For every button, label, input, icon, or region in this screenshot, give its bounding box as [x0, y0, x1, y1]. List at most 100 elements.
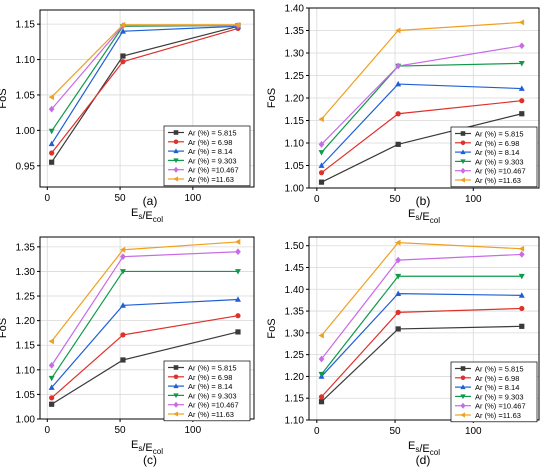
legend-marker [460, 131, 466, 136]
data-point [318, 179, 325, 185]
x-tick-label: 50 [389, 194, 401, 205]
data-point [48, 105, 55, 113]
data-point [395, 273, 402, 280]
data-point [49, 401, 55, 407]
data-point [235, 248, 241, 256]
y-tick-label: 1.00 [16, 126, 36, 137]
legend-label: Ar (%) = 5.815 [475, 130, 524, 139]
y-tick-label: 1.30 [16, 267, 36, 278]
x-axis-label: Es/Ecol [408, 208, 440, 225]
data-point [519, 323, 525, 329]
x-tick-label: 0 [314, 426, 320, 437]
y-tick-label: 1.05 [16, 90, 36, 101]
data-point [395, 239, 401, 246]
data-point [395, 290, 402, 296]
legend-marker [173, 401, 179, 408]
data-point [395, 141, 401, 147]
legend-marker [173, 411, 179, 417]
legend-label: Ar (%) = 6.98 [475, 374, 519, 383]
legend-label: Ar (%) = 6.98 [188, 138, 232, 147]
legend-marker [173, 158, 179, 164]
legend-label: Ar (%) = 9.303 [188, 391, 237, 400]
data-point [518, 19, 525, 26]
x-tick-label: 0 [44, 193, 50, 204]
y-tick-label: 1.50 [285, 241, 305, 252]
data-point [318, 162, 325, 168]
data-point [395, 80, 402, 87]
data-point [119, 269, 126, 275]
x-tick-label: 50 [115, 425, 127, 436]
data-point [234, 296, 241, 302]
legend-marker [460, 149, 466, 155]
panel-caption: (c) [143, 453, 157, 467]
legend-label: Ar (%) =11.63 [188, 410, 234, 419]
series-4 [48, 269, 241, 382]
plot-frame [39, 9, 255, 188]
series-2 [318, 305, 525, 400]
data-point [518, 273, 525, 280]
y-tick-label: 1.00 [285, 184, 305, 195]
legend-marker [173, 176, 179, 182]
series-1 [49, 329, 241, 407]
series-3 [318, 80, 525, 168]
data-point [395, 62, 402, 70]
series-3 [48, 296, 241, 390]
data-point [48, 128, 55, 135]
data-point [120, 59, 126, 65]
legend-marker [460, 394, 466, 400]
legend-marker [460, 167, 466, 174]
y-tick-label: 1.35 [285, 307, 305, 318]
legend-marker [460, 384, 466, 390]
panel-caption: (a) [143, 194, 158, 208]
x-tick-label: 100 [185, 425, 202, 436]
panel-caption: (b) [416, 194, 431, 208]
data-point [120, 53, 126, 59]
series-2 [49, 25, 241, 156]
data-point [395, 27, 401, 34]
data-point [318, 332, 324, 339]
x-tick-label: 0 [44, 425, 50, 436]
x-tick-label: 50 [389, 426, 401, 437]
legend-label: Ar (%) =10.467 [188, 401, 239, 410]
y-tick-label: 1.15 [16, 341, 36, 352]
series-1 [318, 111, 525, 185]
legend-label: Ar (%) = 8.14 [188, 147, 232, 156]
legend-label: Ar (%) =10.467 [475, 402, 526, 411]
data-point [518, 245, 525, 252]
data-point [119, 246, 126, 253]
data-point [318, 170, 325, 176]
data-point [48, 338, 54, 345]
data-point [49, 395, 55, 401]
data-point [519, 111, 525, 117]
series-1 [318, 323, 525, 405]
data-point [318, 355, 325, 363]
data-point [518, 61, 525, 67]
legend-box [450, 126, 538, 188]
series-6 [48, 21, 241, 101]
data-point [235, 313, 241, 319]
data-point [234, 269, 241, 275]
legend-label: Ar (%) = 6.98 [188, 373, 232, 382]
data-point [395, 309, 401, 315]
data-point [48, 94, 54, 101]
data-point [48, 384, 55, 390]
legend-label: Ar (%) = 9.303 [475, 392, 524, 401]
data-point [318, 116, 324, 123]
y-axis-label: FoS [0, 318, 9, 338]
legend-label: Ar (%) = 5.815 [475, 365, 524, 374]
series-6 [318, 19, 525, 123]
legend-label: Ar (%) =11.63 [475, 411, 521, 420]
y-tick-label: 1.40 [285, 285, 305, 296]
x-tick-label: 100 [465, 194, 482, 205]
legend-marker [460, 402, 466, 409]
legend-label: Ar (%) = 8.14 [475, 383, 519, 392]
data-point [234, 238, 241, 245]
y-tick-label: 1.15 [285, 394, 305, 405]
data-point [234, 21, 241, 28]
plot-frame [308, 236, 540, 421]
